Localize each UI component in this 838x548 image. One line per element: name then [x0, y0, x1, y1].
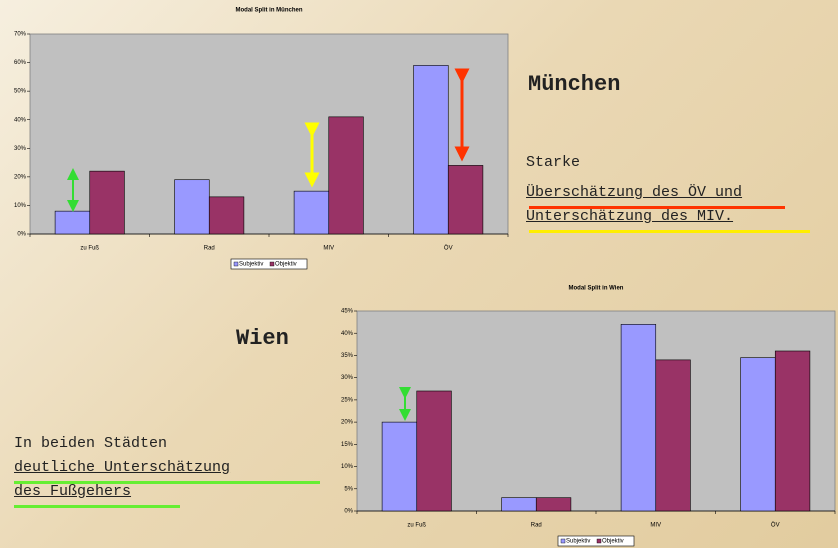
bar [208, 196, 245, 235]
text-line: In beiden Städten [14, 435, 168, 452]
y-tick-label: 70% [14, 32, 27, 38]
legend-swatch [269, 261, 275, 267]
legend-box [230, 258, 308, 270]
annotation-arrows [67, 68, 470, 421]
bar [413, 65, 449, 235]
y-tick-label: 50% [14, 89, 27, 95]
bar [774, 350, 811, 512]
chart-title: Modal Split in Wien [569, 286, 624, 292]
y-tick-label: 30% [14, 146, 27, 152]
bar [447, 165, 484, 235]
legend-label: Objektiv [602, 539, 624, 545]
legend-label: Subjektiv [239, 262, 263, 268]
y-tick-label: 40% [14, 117, 27, 123]
legend-label: Subjektiv [566, 539, 590, 545]
bar [655, 359, 691, 512]
bar [501, 497, 537, 512]
x-tick-label: MIV [323, 246, 334, 252]
heading: München [528, 72, 621, 97]
x-tick-label: ÖV [771, 522, 780, 529]
bar [381, 421, 418, 512]
legend-swatch [596, 538, 602, 544]
text-line: deutliche Unterschätzung [14, 459, 231, 476]
legend-box [557, 535, 635, 547]
y-tick-label: 35% [341, 353, 354, 359]
y-tick-label: 10% [341, 464, 354, 470]
highlight-line [14, 481, 320, 484]
text-line: Überschätzung des ÖV und [526, 184, 743, 201]
y-tick-label: 15% [341, 442, 354, 448]
bar [174, 179, 210, 235]
text-line: Starke [526, 154, 581, 171]
y-tick-label: 20% [341, 420, 354, 426]
highlight-line [529, 206, 785, 209]
bar [54, 210, 91, 235]
chart-title: Modal Split in München [236, 8, 303, 14]
highlight-line [529, 230, 810, 233]
bar [89, 170, 125, 235]
x-tick-label: MIV [650, 523, 661, 529]
y-tick-label: 10% [14, 203, 27, 209]
y-tick-label: 0% [344, 509, 353, 515]
x-tick-label: zu Fuß [407, 523, 426, 529]
x-tick-label: Rad [204, 246, 215, 252]
bar [416, 390, 452, 512]
legend-swatch [560, 538, 566, 544]
bar [293, 190, 330, 235]
bar [620, 324, 657, 512]
x-tick-label: zu Fuß [80, 246, 99, 252]
y-tick-label: 5% [344, 486, 353, 492]
legend-swatch [233, 261, 239, 267]
y-tick-label: 60% [14, 60, 27, 66]
y-tick-label: 0% [17, 232, 26, 238]
legend-label: Objektiv [275, 262, 297, 268]
text-line: Unterschätzung des MIV. [526, 208, 734, 225]
y-tick-label: 20% [14, 174, 27, 180]
bar [535, 497, 572, 512]
y-tick-label: 30% [341, 375, 354, 381]
x-tick-label: ÖV [444, 245, 453, 252]
x-tick-label: Rad [531, 523, 542, 529]
highlight-line [14, 505, 180, 508]
y-tick-label: 45% [341, 309, 354, 315]
text-line: des Fußgehers [14, 483, 132, 500]
y-tick-label: 25% [341, 397, 354, 403]
heading: Wien [236, 326, 289, 351]
y-tick-label: 40% [341, 331, 354, 337]
bar [740, 357, 776, 512]
bar [328, 116, 364, 235]
